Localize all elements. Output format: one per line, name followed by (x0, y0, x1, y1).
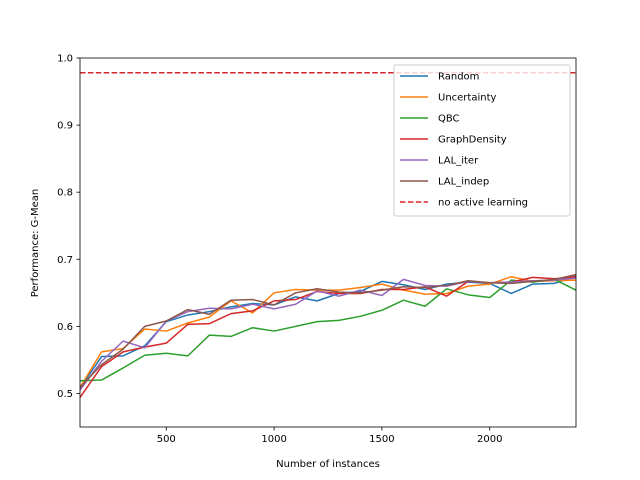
legend-label-random: Random (438, 72, 479, 83)
y-tick-label: 0.8 (57, 188, 73, 199)
x-tick-label: 1000 (261, 434, 286, 445)
y-axis: 0.5 0.6 0.7 0.8 0.9 1.0 (57, 54, 80, 400)
legend-box (393, 64, 571, 217)
legend-label-lal-indep: LAL_indep (438, 177, 489, 188)
y-tick-label: 1.0 (57, 54, 73, 65)
legend-label-qbc: QBC (438, 114, 460, 125)
y-tick-label: 0.5 (57, 389, 73, 400)
legend-label-uncertainty: Uncertainty (438, 93, 497, 104)
y-tick-label: 0.7 (57, 255, 73, 266)
x-tick-label: 1500 (369, 434, 394, 445)
legend-label-no-active-learning: no active learning (438, 198, 528, 209)
x-tick-label: 2000 (477, 434, 502, 445)
x-axis-label: Number of instances (276, 459, 380, 470)
y-tick-label: 0.9 (57, 121, 73, 132)
series-line-qbc (80, 278, 576, 382)
y-tick-label: 0.6 (57, 322, 73, 333)
x-axis: 500 1000 1500 2000 (157, 427, 502, 445)
y-axis-label: Performance: G-Mean (30, 189, 41, 298)
axes-frame (79, 57, 577, 428)
legend-label-graphdensity: GraphDensity (438, 135, 507, 146)
x-tick-label: 500 (157, 434, 176, 445)
legend: Random Uncertainty QBC GraphDensity LAL_iter… (393, 64, 571, 217)
series-line-lal-indep (80, 273, 576, 389)
legend-label-lal-iter: LAL_iter (438, 156, 479, 167)
